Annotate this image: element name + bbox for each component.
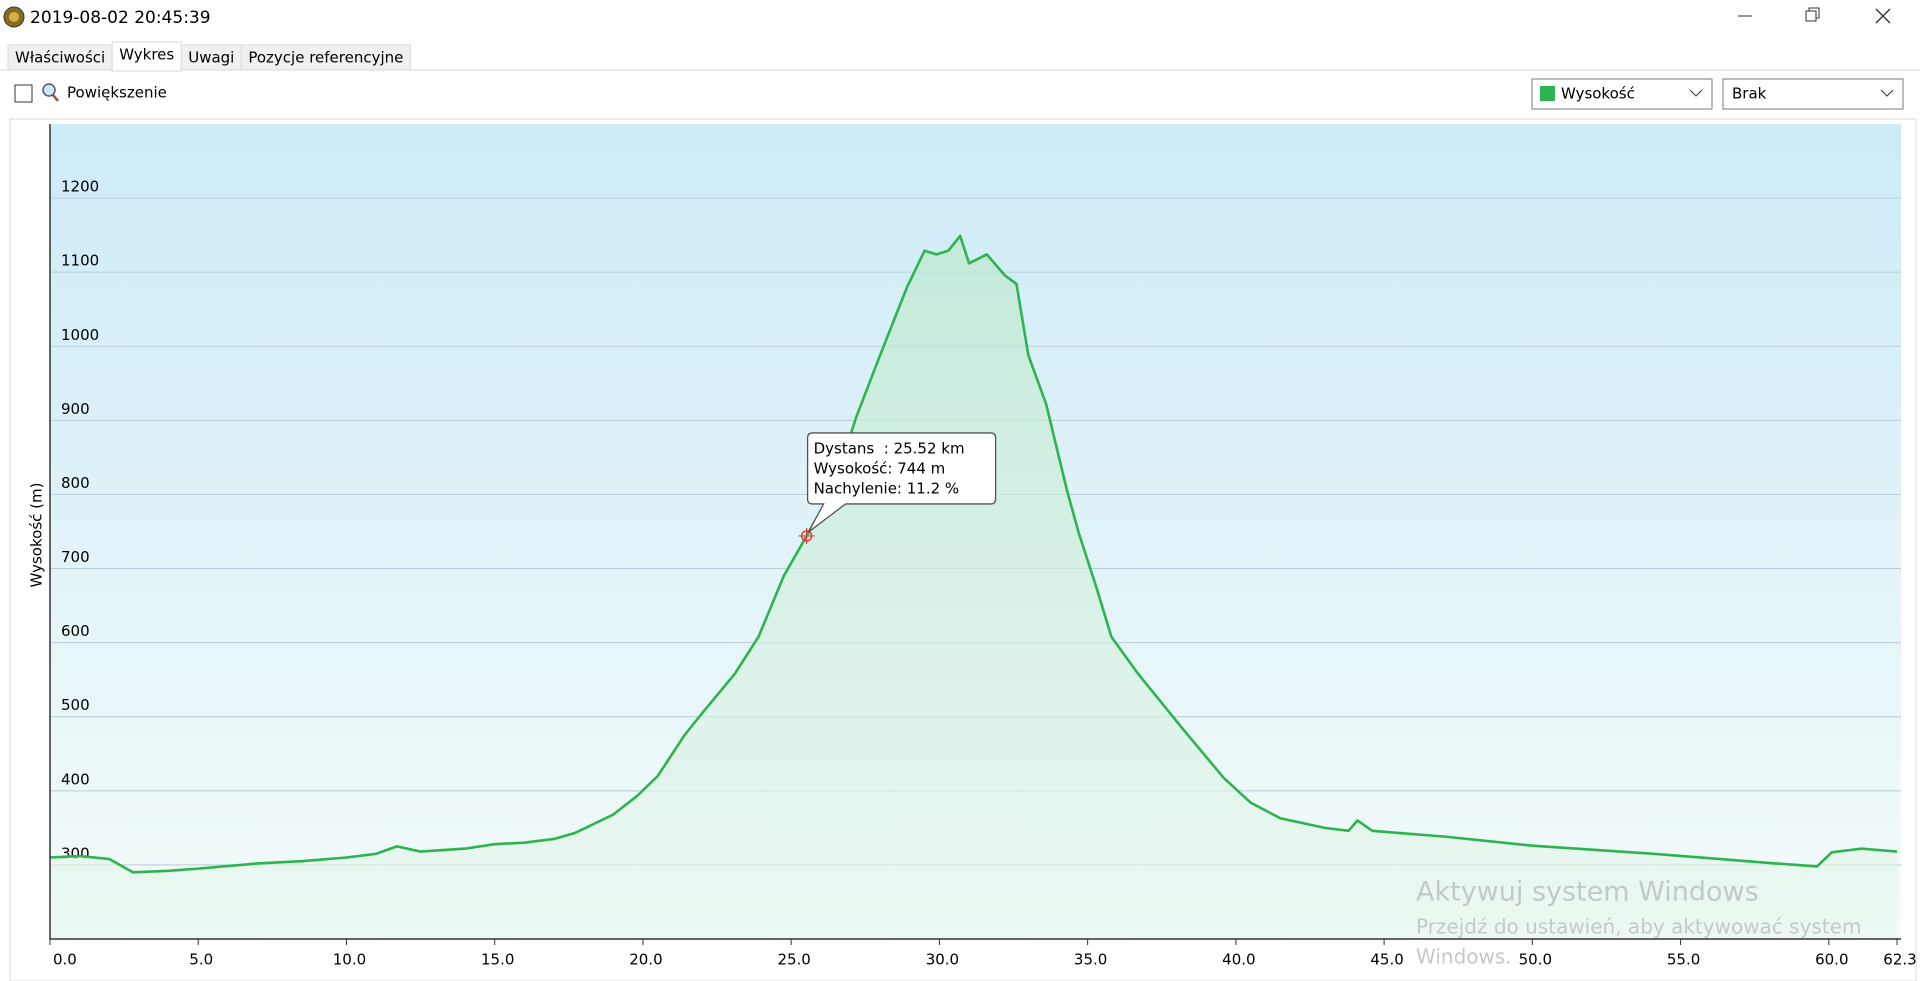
tab[interactable] — [7, 44, 113, 71]
x-tick-label: 62.3 — [1883, 951, 1916, 969]
window-title: 2019-08-02 20:45:39 — [30, 8, 211, 28]
tab-label[interactable]: Wykres — [119, 46, 174, 64]
tab-label[interactable]: Właściwości — [15, 49, 105, 67]
series-dropdown[interactable] — [1531, 78, 1713, 110]
tab-label[interactable]: Pozycje referencyjne — [248, 49, 403, 67]
tooltip-line: Nachylenie: 11.2 % — [814, 479, 960, 497]
hover-crosshair — [798, 527, 815, 544]
zoom-icon — [42, 83, 56, 97]
y-tick-label: 1100 — [61, 252, 99, 270]
y-tick-label: 500 — [61, 696, 90, 714]
x-tick-label: 60.0 — [1815, 951, 1848, 969]
zoom-label[interactable]: Powiększenie — [67, 84, 167, 102]
zoom-checkbox[interactable] — [14, 84, 33, 103]
x-tick-label: 25.0 — [777, 951, 810, 969]
series-dropdown-label[interactable]: Wysokość — [1561, 85, 1635, 103]
x-tick-label: 0.0 — [53, 951, 77, 969]
x-tick-label: 5.0 — [189, 951, 213, 969]
y-axis-title: Wysokość (m) — [28, 483, 46, 588]
x-tick-label: 40.0 — [1222, 951, 1255, 969]
x-tick-label: 45.0 — [1370, 951, 1403, 969]
y-tick-label: 1200 — [61, 178, 99, 196]
dropdown-arrow — [1880, 89, 1894, 97]
watermark-text: Windows. — [1416, 945, 1512, 969]
watermark-title: Aktywuj system Windows — [1416, 877, 1759, 908]
x-tick-label: 10.0 — [333, 951, 366, 969]
series-swatch — [1540, 86, 1555, 101]
x-tick-label: 55.0 — [1667, 951, 1700, 969]
x-tick-label: 50.0 — [1519, 951, 1552, 969]
y-tick-label: 400 — [61, 770, 90, 788]
zoom-icon-handle — [52, 94, 59, 102]
y-tick-label: 1000 — [61, 326, 99, 344]
x-tick-label: 15.0 — [481, 951, 514, 969]
secondary-dropdown[interactable] — [1722, 78, 1904, 110]
close-button[interactable] — [1875, 8, 1891, 24]
y-tick-label: 700 — [61, 548, 90, 566]
tab-strip: Właściwości Wykres Uwagi Pozycje referencyj… — [7, 41, 411, 72]
y-tick-label: 900 — [61, 400, 90, 418]
tab[interactable] — [240, 44, 411, 71]
restore-button[interactable] — [1805, 7, 1820, 22]
y-tick-label: 600 — [61, 622, 90, 640]
y-tick-label: 800 — [61, 474, 90, 492]
line — [49, 234, 1898, 874]
secondary-dropdown-label[interactable]: Brak — [1732, 85, 1767, 103]
watermark-text: Przejdź do ustawień, aby aktywować syste… — [1416, 915, 1861, 939]
tooltip-line: Dystans : 25.52 km — [814, 439, 965, 457]
x-tick-label: 30.0 — [926, 951, 959, 969]
x-tick-label: 20.0 — [629, 951, 662, 969]
x-tick-label: 35.0 — [1074, 951, 1107, 969]
tab-label[interactable]: Uwagi — [188, 49, 234, 67]
tooltip-box — [806, 432, 997, 533]
area — [50, 235, 1897, 940]
dropdown-arrow — [1689, 89, 1703, 97]
tooltip-line: Wysokość: 744 m — [814, 459, 946, 477]
app-icon-inner — [9, 12, 19, 22]
